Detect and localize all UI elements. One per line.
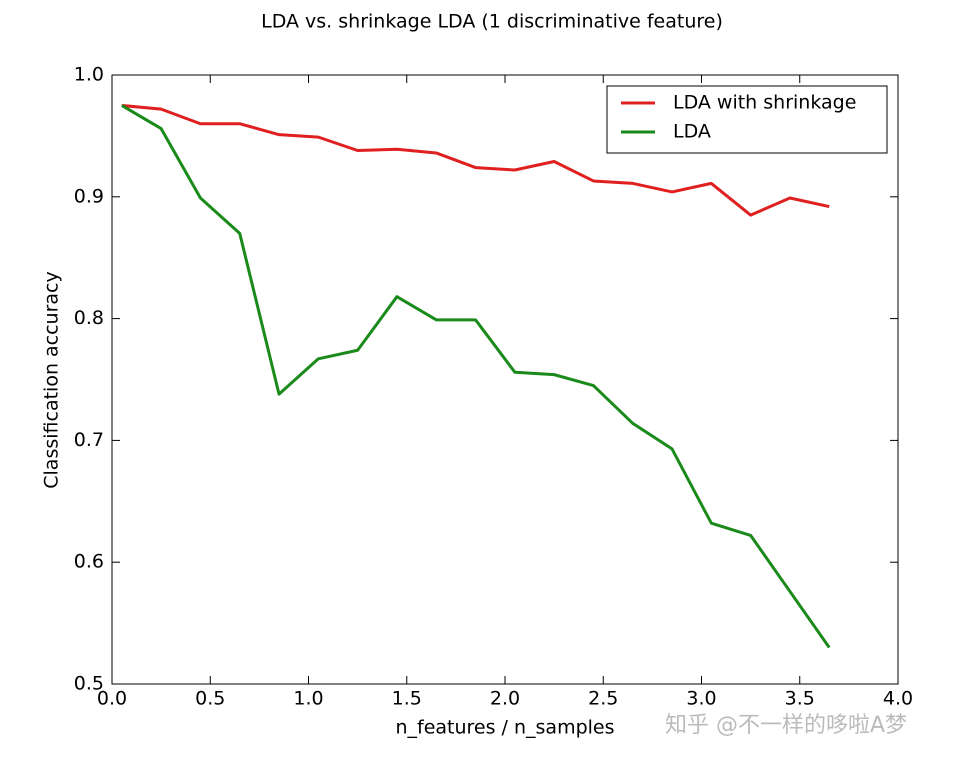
x-tick-label: 1.0 (293, 688, 323, 710)
x-axis-label: n_features / n_samples (395, 717, 614, 739)
chart-title: LDA vs. shrinkage LDA (1 discriminative … (261, 11, 723, 33)
x-tick-label: 2.5 (588, 688, 618, 710)
series-line (121, 104, 831, 649)
x-tick-label: 0.0 (97, 688, 127, 710)
y-tick-label: 0.7 (74, 429, 104, 451)
y-tick-label: 0.5 (74, 673, 104, 695)
x-tick-label: 0.5 (195, 688, 225, 710)
legend: LDA with shrinkage LDA (606, 85, 888, 154)
x-tick-label: 2.0 (490, 688, 520, 710)
legend-label: LDA with shrinkage (673, 92, 856, 114)
y-tick-label: 1.0 (74, 64, 104, 86)
x-tick-label: 3.0 (686, 688, 716, 710)
legend-label: LDA (673, 121, 711, 143)
x-tick-label: 3.5 (785, 688, 815, 710)
series-line (121, 103, 830, 217)
y-axis-label: Classification accuracy (41, 271, 63, 488)
plot-frame (111, 74, 899, 685)
x-tick-label: 4.0 (883, 688, 913, 710)
x-tick-label: 1.5 (392, 688, 422, 710)
y-tick-label: 0.9 (74, 185, 104, 207)
legend-frame (606, 85, 888, 154)
y-tick-label: 0.8 (74, 307, 104, 329)
y-tick-label: 0.6 (74, 551, 104, 573)
watermark: 知乎 @不一样的哆啦A梦 (665, 713, 907, 738)
